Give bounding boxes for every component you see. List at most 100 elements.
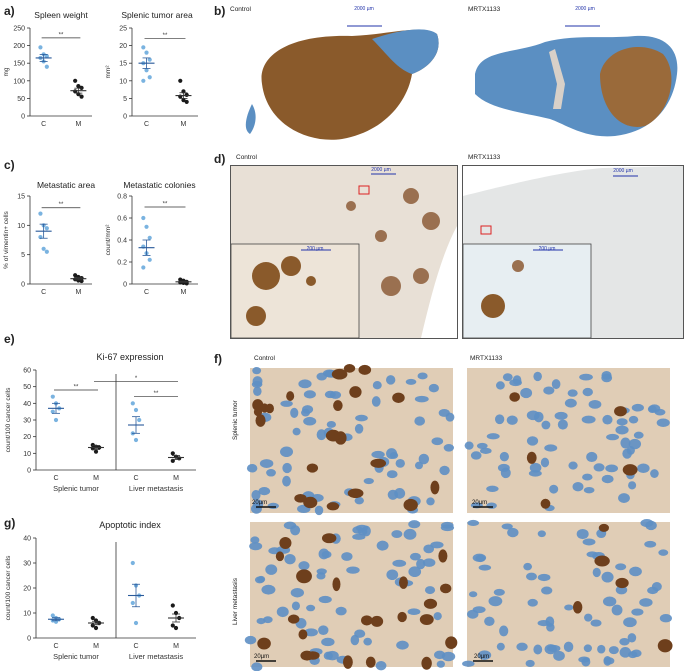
tissue-background bbox=[467, 368, 670, 513]
stained-nucleus bbox=[445, 636, 458, 649]
panel-label-g: g) bbox=[4, 516, 16, 530]
f-splenic-control-image bbox=[246, 364, 455, 516]
y-tick-label: 10 bbox=[17, 223, 25, 230]
stained-nucleus bbox=[333, 400, 343, 411]
stained-nucleus bbox=[342, 655, 353, 669]
nucleus bbox=[584, 613, 593, 622]
nucleus bbox=[606, 433, 620, 441]
nucleus bbox=[387, 489, 399, 500]
nucleus bbox=[302, 405, 314, 414]
nucleus bbox=[436, 660, 445, 668]
nucleus bbox=[618, 493, 630, 503]
nucleus bbox=[253, 386, 262, 396]
stained-nucleus bbox=[657, 639, 673, 653]
f-scale-1: 20µm bbox=[252, 500, 268, 506]
stained-nucleus bbox=[526, 451, 537, 464]
nucleus bbox=[615, 425, 629, 435]
nucleus bbox=[290, 407, 299, 418]
nucleus bbox=[640, 519, 654, 528]
nucleus bbox=[572, 482, 584, 492]
nucleus bbox=[414, 416, 426, 426]
nucleus bbox=[582, 473, 593, 481]
b-treated-spleen-image bbox=[475, 25, 678, 137]
data-point bbox=[141, 45, 146, 50]
nucleus bbox=[282, 462, 292, 474]
nucleus bbox=[590, 619, 602, 627]
stained-nucleus bbox=[370, 458, 387, 468]
significance-label: ** bbox=[163, 33, 168, 39]
nucleus bbox=[525, 659, 535, 668]
x-tick-label: C bbox=[144, 289, 149, 296]
nucleus bbox=[628, 415, 639, 424]
data-point bbox=[90, 615, 95, 621]
chart-title-metastatic-area: Metastatic area bbox=[36, 180, 96, 190]
nucleus bbox=[252, 367, 262, 375]
d-control-inset-scale: 200 µm bbox=[306, 246, 324, 252]
chart-metastatic-area: 0 5 10 15 % of vimentin+ cells C M ** bbox=[3, 194, 92, 296]
stained-nucleus bbox=[326, 502, 340, 511]
f-row1-label: Splenic tumor bbox=[232, 400, 239, 440]
nucleus bbox=[602, 414, 613, 425]
nucleus bbox=[507, 527, 519, 538]
y-tick-label: 100 bbox=[13, 78, 25, 85]
nucleus bbox=[318, 595, 332, 604]
data-point bbox=[147, 75, 152, 80]
nucleus bbox=[417, 372, 428, 380]
nucleus bbox=[246, 464, 258, 473]
nucleus bbox=[443, 443, 455, 452]
nucleus bbox=[462, 660, 475, 667]
nucleus bbox=[582, 538, 596, 546]
data-point bbox=[144, 50, 149, 55]
nucleus bbox=[581, 657, 591, 667]
nucleus bbox=[409, 552, 421, 561]
nucleus bbox=[396, 640, 409, 650]
stained-nucleus bbox=[286, 391, 295, 401]
y-tick-label: 30 bbox=[23, 418, 31, 425]
nucleus bbox=[579, 373, 593, 381]
nucleus bbox=[650, 469, 659, 478]
nucleus bbox=[563, 641, 574, 653]
nucleus bbox=[568, 461, 578, 470]
data-point bbox=[170, 603, 175, 608]
nucleus bbox=[526, 436, 539, 446]
panel-label-b: b) bbox=[214, 4, 226, 18]
data-point bbox=[184, 99, 189, 105]
data-point bbox=[38, 45, 43, 50]
nucleus bbox=[431, 437, 444, 446]
y-tick-label: 25 bbox=[119, 26, 127, 33]
b-treated-label: MRTX1133 bbox=[468, 6, 501, 13]
data-point bbox=[73, 78, 78, 83]
data-point bbox=[173, 625, 179, 631]
f-treated-label: MRTX1133 bbox=[470, 355, 503, 362]
nucleus bbox=[501, 523, 513, 530]
nucleus bbox=[526, 572, 537, 581]
nucleus bbox=[318, 625, 329, 636]
stained-nucleus bbox=[306, 463, 319, 473]
nucleus bbox=[392, 559, 407, 567]
nucleus bbox=[608, 646, 619, 655]
data-point bbox=[133, 407, 139, 413]
nucleus bbox=[592, 567, 601, 578]
significance-label: ** bbox=[74, 385, 79, 391]
nucleus bbox=[644, 540, 657, 548]
stained-nucleus bbox=[321, 533, 337, 544]
x-tick-label: M bbox=[181, 121, 187, 128]
x-tick-label: M bbox=[75, 289, 81, 296]
nucleus bbox=[440, 521, 454, 529]
y-tick-label: 20 bbox=[23, 586, 31, 593]
y-axis-label: mg bbox=[3, 67, 10, 76]
nucleus bbox=[576, 528, 589, 540]
y-tick-label: 20 bbox=[119, 43, 127, 50]
nucleus bbox=[543, 386, 555, 395]
nucleus bbox=[405, 378, 417, 385]
x-tick-label: C bbox=[133, 475, 138, 482]
nucleus bbox=[557, 419, 568, 430]
y-tick-label: 0 bbox=[27, 636, 31, 643]
nucleus bbox=[486, 485, 499, 492]
nucleus bbox=[549, 484, 559, 494]
y-tick-label: 10 bbox=[23, 451, 31, 458]
nucleus bbox=[468, 591, 478, 598]
nucleus bbox=[494, 414, 505, 425]
stained-nucleus bbox=[252, 399, 264, 411]
data-point bbox=[50, 409, 55, 414]
